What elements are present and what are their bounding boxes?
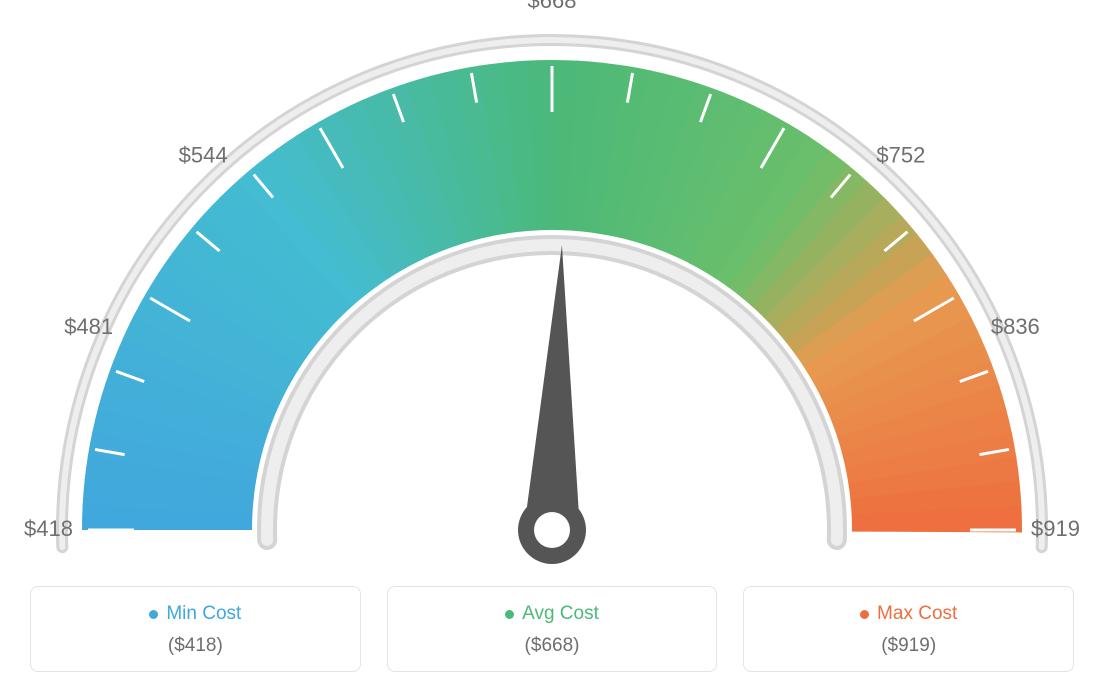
gauge-svg: $418 $481 $544 $668 $752 $836 $919	[0, 0, 1104, 570]
legend-dot-icon	[860, 610, 869, 619]
legend-dot-icon	[505, 610, 514, 619]
svg-text:$836: $836	[991, 314, 1040, 339]
legend-label: Avg Cost	[505, 603, 599, 625]
legend-label: Max Cost	[860, 603, 957, 625]
legend-value: ($668)	[398, 635, 707, 657]
svg-text:$418: $418	[24, 516, 73, 541]
svg-text:$668: $668	[528, 0, 577, 13]
svg-text:$752: $752	[876, 142, 925, 167]
svg-text:$544: $544	[179, 142, 228, 167]
svg-text:$481: $481	[64, 314, 113, 339]
legend-item-min: Min Cost ($418)	[30, 586, 361, 672]
legend-item-avg: Avg Cost ($668)	[387, 586, 718, 672]
legend-value: ($919)	[754, 635, 1063, 657]
legend-label-text: Avg Cost	[522, 603, 599, 625]
legend-dot-icon	[149, 610, 158, 619]
chart-container: $418 $481 $544 $668 $752 $836 $919 Min Cost ($…	[0, 0, 1104, 690]
legend-value: ($418)	[41, 635, 350, 657]
gauge-chart: $418 $481 $544 $668 $752 $836 $919	[0, 0, 1104, 570]
legend-item-max: Max Cost ($919)	[743, 586, 1074, 672]
legend-label-text: Min Cost	[166, 603, 241, 625]
legend-label-text: Max Cost	[877, 603, 957, 625]
svg-text:$919: $919	[1031, 516, 1080, 541]
legend-row: Min Cost ($418) Avg Cost ($668) Max Cost…	[30, 586, 1074, 672]
legend-label: Min Cost	[149, 603, 241, 625]
